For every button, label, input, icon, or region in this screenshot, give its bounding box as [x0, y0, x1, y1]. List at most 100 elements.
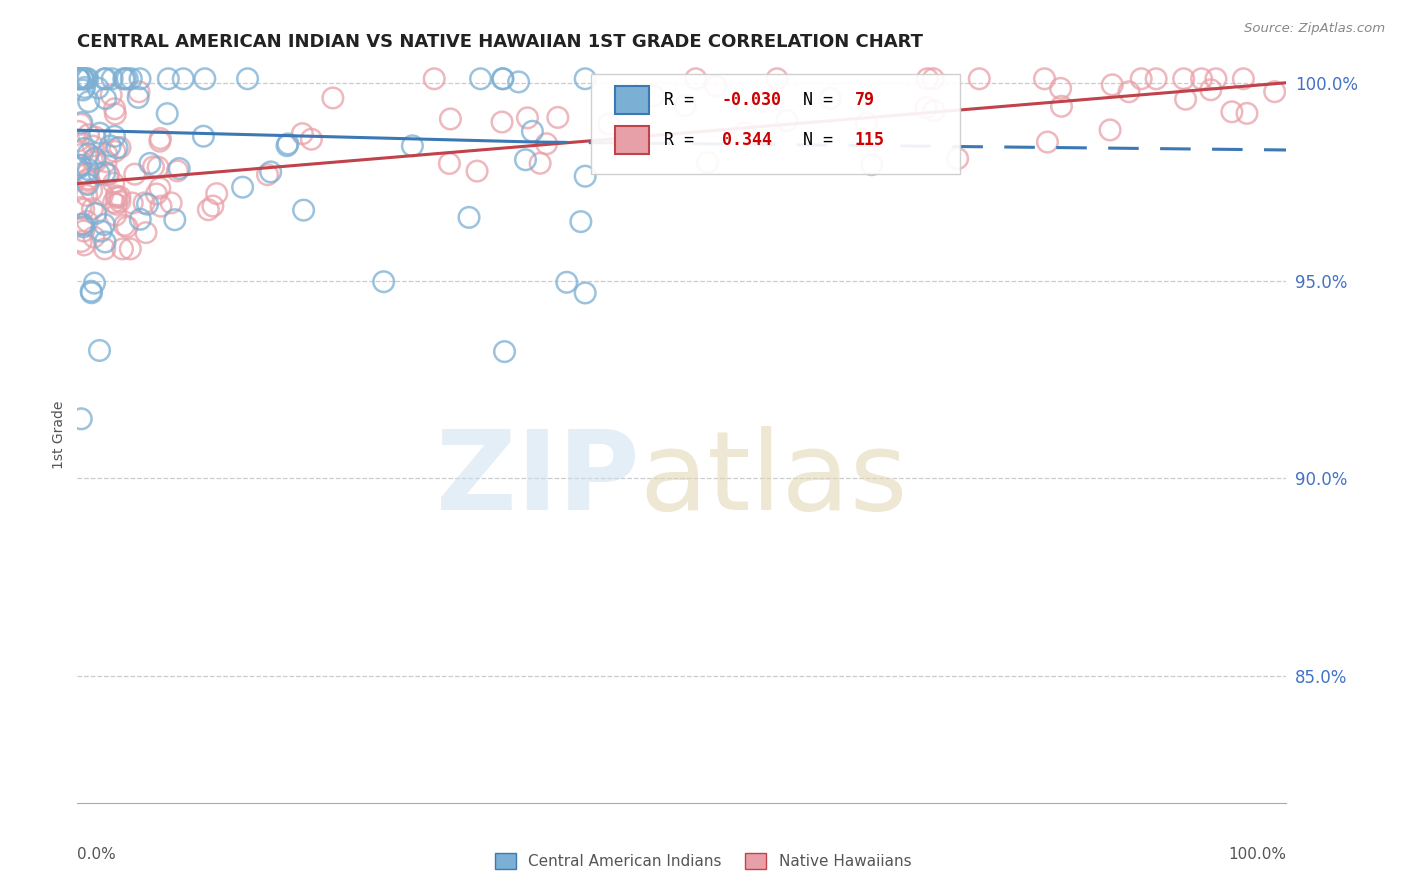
Point	[73, 80, 96, 95]
Point	[67, 71, 90, 86]
Point	[547, 111, 569, 125]
Point	[1118, 85, 1140, 99]
Text: 100.0%: 100.0%	[1229, 847, 1286, 862]
Point	[76, 166, 98, 180]
Point	[458, 211, 481, 225]
Point	[93, 242, 115, 256]
Point	[149, 134, 172, 148]
Point	[139, 156, 162, 170]
Point	[1144, 71, 1167, 86]
Point	[598, 117, 620, 131]
Point	[1033, 71, 1056, 86]
Point	[922, 71, 945, 86]
Text: -0.030: -0.030	[721, 91, 782, 109]
Text: R =: R =	[664, 91, 704, 109]
Point	[89, 126, 111, 140]
Text: atlas: atlas	[640, 425, 908, 533]
Point	[150, 199, 173, 213]
Point	[67, 161, 90, 176]
Point	[77, 172, 100, 186]
Point	[97, 168, 120, 182]
Point	[132, 196, 155, 211]
Point	[201, 199, 224, 213]
Point	[89, 167, 111, 181]
Point	[117, 71, 139, 86]
Point	[749, 95, 772, 109]
Point	[94, 235, 117, 249]
Point	[1236, 106, 1258, 120]
Point	[72, 219, 94, 234]
Point	[529, 156, 551, 170]
Point	[193, 129, 215, 144]
Point	[160, 195, 183, 210]
Point	[80, 184, 103, 198]
Point	[128, 85, 150, 99]
Point	[465, 164, 488, 178]
Point	[1099, 123, 1122, 137]
FancyBboxPatch shape	[592, 74, 960, 174]
Y-axis label: 1st Grade: 1st Grade	[52, 401, 66, 469]
Point	[94, 165, 117, 179]
Point	[103, 129, 125, 144]
Point	[522, 124, 544, 138]
Point	[105, 190, 128, 204]
Point	[104, 107, 127, 121]
Point	[1220, 104, 1243, 119]
Point	[704, 78, 727, 93]
Point	[915, 101, 938, 115]
Point	[121, 196, 143, 211]
Point	[166, 164, 188, 178]
Point	[83, 230, 105, 244]
Point	[112, 71, 135, 86]
Point	[98, 139, 121, 153]
Point	[776, 113, 799, 128]
Point	[491, 71, 513, 86]
Point	[197, 202, 219, 217]
Text: ZIP: ZIP	[436, 425, 640, 533]
Point	[145, 186, 167, 201]
Point	[105, 197, 128, 211]
Text: N =: N =	[803, 91, 842, 109]
Point	[84, 154, 107, 169]
Point	[105, 189, 128, 203]
Point	[103, 176, 125, 190]
Point	[124, 167, 146, 181]
Point	[969, 71, 991, 86]
Point	[70, 115, 93, 129]
Point	[108, 190, 131, 204]
Point	[77, 128, 100, 142]
Text: 79: 79	[855, 91, 875, 109]
Point	[72, 217, 94, 231]
Point	[574, 285, 596, 300]
Point	[322, 91, 344, 105]
Point	[100, 87, 122, 102]
Point	[72, 217, 94, 231]
Point	[82, 139, 104, 153]
Point	[491, 115, 513, 129]
Point	[423, 71, 446, 86]
Point	[82, 202, 104, 216]
Point	[157, 71, 180, 86]
Point	[946, 152, 969, 166]
Point	[114, 71, 136, 86]
Point	[734, 126, 756, 140]
Point	[72, 71, 94, 86]
Point	[439, 156, 461, 170]
Point	[73, 141, 96, 155]
Point	[146, 160, 169, 174]
Point	[90, 224, 112, 238]
Point	[860, 158, 883, 172]
Point	[574, 71, 596, 86]
Point	[70, 147, 93, 161]
Point	[76, 176, 98, 190]
Point	[492, 71, 515, 86]
Point	[922, 103, 945, 118]
Point	[766, 71, 789, 86]
Point	[91, 187, 114, 202]
Point	[136, 197, 159, 211]
Point	[101, 71, 124, 86]
Point	[149, 181, 172, 195]
Point	[76, 71, 98, 86]
Point	[76, 188, 98, 202]
Point	[1264, 85, 1286, 99]
